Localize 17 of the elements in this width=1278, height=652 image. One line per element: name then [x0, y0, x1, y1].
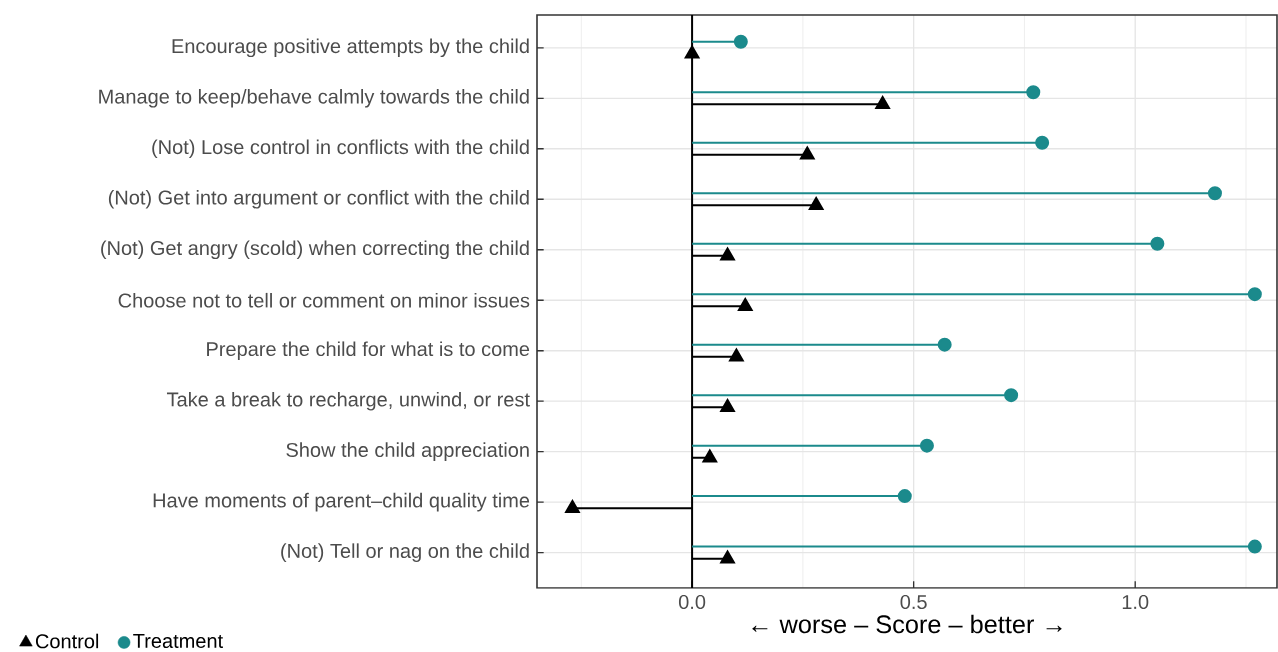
y-tick-label: (Not) Get angry (scold) when correcting the child — [101, 240, 529, 260]
y-tick-label: Have moments of parent–child quality time — [153, 492, 530, 512]
x-tick-label: 1.0 — [1122, 594, 1149, 610]
y-tick-label: Prepare the child for what is to come — [207, 341, 530, 361]
y-tick-label: Manage to keep/behave calmly towards the child — [99, 88, 529, 108]
x-tick-label: 0.0 — [678, 594, 706, 610]
x-axis-title: ← worse – Score – better → — [752, 614, 1062, 634]
legend-label: Control — [35, 633, 99, 649]
y-tick-label: Take a break to recharge, unwind, or rest — [166, 391, 530, 411]
legend-label: Treatment — [133, 634, 223, 648]
y-tick-label: (Not) Tell or nag on the child — [281, 543, 529, 562]
y-tick-label: (Not) Get into argument or conflict with the child — [108, 189, 529, 209]
y-tick-label: Choose not to tell or comment on minor issues — [118, 292, 530, 308]
x-tick-label: 0.5 — [900, 594, 927, 610]
y-tick-label: Show the child appreciation — [286, 442, 529, 461]
y-tick-label: Encourage positive attempts by the child — [172, 38, 529, 58]
y-tick-label: (Not) Lose control in conflicts with the child — [152, 139, 529, 159]
